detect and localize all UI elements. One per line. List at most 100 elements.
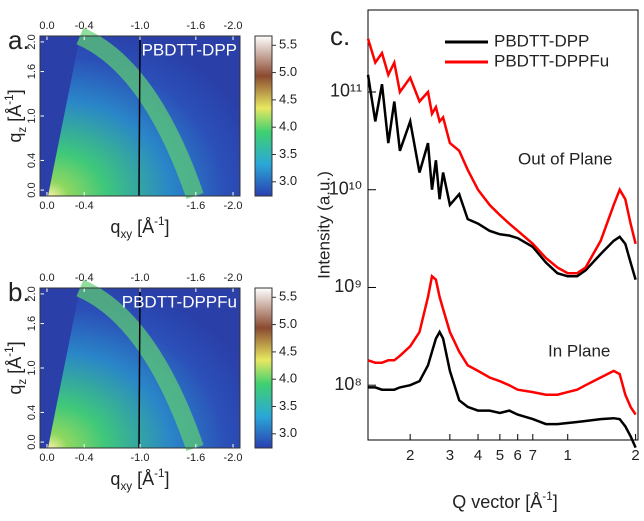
y-tick-label: 10⁹ — [334, 276, 362, 296]
x-tick-label: 0.0 — [39, 452, 54, 464]
y-tick-label: 1.0 — [26, 108, 38, 123]
label-part: ] — [5, 341, 25, 346]
colorbar-tick-label: 5.5 — [279, 289, 297, 304]
label-part: [Å — [132, 217, 154, 237]
colorbar — [254, 287, 273, 449]
x-tick-label-top: 0.0 — [39, 20, 54, 32]
label-part: -1 — [542, 490, 552, 503]
x-tick-label: 1 — [564, 447, 572, 464]
y-tick-label: 0.4 — [26, 405, 38, 420]
label-part: -1 — [3, 94, 16, 104]
x-tick-label: 7 — [529, 447, 537, 464]
data-line — [366, 38, 637, 275]
x-tick-label-top: 0.0 — [39, 272, 54, 284]
detector-gap — [138, 287, 141, 449]
annotation: Out of Plane — [518, 149, 613, 168]
data-line — [367, 273, 637, 416]
x-tick-label: -1.0 — [131, 452, 150, 464]
label-part: z — [16, 379, 29, 385]
label-part: -1 — [154, 467, 164, 480]
legend-label: PBDTT-DPP — [494, 31, 589, 50]
colorbar-tick-label: 4.0 — [279, 119, 297, 134]
y-tick-label: 0.4 — [26, 153, 38, 168]
label-part: ] — [553, 492, 558, 512]
x-tick-label: 4 — [474, 447, 482, 464]
x-tick-label-top: -0.4 — [75, 272, 94, 284]
y-tick-label: 10¹⁰ — [329, 178, 362, 198]
axis-label: qz [Å-1] — [3, 341, 29, 394]
panel-label: a. — [8, 25, 30, 55]
x-tick-label: -1.6 — [186, 452, 205, 464]
label-part: [Å — [5, 357, 25, 379]
x-tick-label-top: -1.6 — [186, 272, 205, 284]
sample-name: PBDTT-DPPFu — [122, 292, 237, 311]
x-tick-label-top: -1.0 — [131, 272, 150, 284]
label-part: -1 — [3, 346, 16, 356]
plot-frame — [367, 9, 639, 441]
x-tick-label: -2.0 — [224, 200, 243, 212]
label-part: [Å — [5, 105, 25, 127]
colorbar-tick-label: 3.5 — [279, 146, 297, 161]
x-tick-label: 3 — [446, 447, 454, 464]
frame — [39, 35, 241, 197]
axis-label: Intensity (a.u.) — [314, 171, 333, 279]
data-line — [366, 74, 637, 281]
label-part: q — [110, 469, 120, 489]
x-tick-label-top: -1.6 — [186, 20, 205, 32]
label-part: xy — [120, 228, 132, 241]
axis-label: Q vector [Å-1] — [452, 490, 557, 512]
colorbar-tick-label: 4.5 — [279, 91, 297, 106]
axis-label: qxy [Å-1] — [110, 467, 169, 493]
x-tick-label: 5 — [496, 447, 504, 464]
label-part: q — [5, 133, 25, 143]
label-part: Q vector [Å — [452, 492, 542, 512]
y-tick-label: 1.6 — [26, 316, 38, 331]
panel-label: c. — [330, 21, 350, 51]
y-tick-label: 0.0 — [26, 182, 38, 197]
x-tick-label: 6 — [514, 447, 522, 464]
colorbar-tick-label: 3.5 — [279, 398, 297, 413]
colorbar-tick-label: 3.0 — [279, 425, 297, 440]
colorbar-tick-label: 3.0 — [279, 173, 297, 188]
heatmap-shadow — [40, 36, 80, 196]
label-part: q — [110, 217, 120, 237]
colorbar-tick-label: 5.0 — [279, 64, 297, 79]
x-tick-label: 2 — [406, 447, 414, 464]
x-tick-label: -0.4 — [75, 200, 94, 212]
label-part: q — [5, 385, 25, 395]
x-tick-label-top: -2.0 — [224, 20, 243, 32]
colorbar-tick-label: 4.5 — [279, 343, 297, 358]
colorbar-tick-label: 5.5 — [279, 37, 297, 52]
x-tick-label-top: -1.0 — [131, 20, 150, 32]
y-tick-label: 2.0 — [26, 34, 38, 49]
frame — [39, 287, 241, 449]
label-part: z — [16, 127, 29, 133]
y-tick-label: 10¹¹ — [330, 81, 362, 101]
heatmap-shadow — [40, 288, 80, 448]
annotation: In Plane — [548, 341, 610, 360]
x-tick-label: -2.0 — [224, 452, 243, 464]
colorbar-tick-label: 4.0 — [279, 371, 297, 386]
y-tick-label: 10⁸ — [334, 374, 362, 394]
colorbar — [254, 35, 273, 197]
y-tick-label: 2.0 — [26, 286, 38, 301]
y-tick-label: 1.6 — [26, 64, 38, 79]
x-tick-label: -1.6 — [186, 200, 205, 212]
x-tick-label: -0.4 — [75, 452, 94, 464]
legend-label: PBDTT-DPPFu — [494, 51, 609, 70]
y-tick-label: 1.0 — [26, 360, 38, 375]
label-part: xy — [120, 480, 132, 493]
colorbar-tick-label: 5.0 — [279, 316, 297, 331]
heatmap-arc — [76, 279, 204, 451]
label-part: [Å — [132, 469, 154, 489]
heatmap-arc — [76, 27, 204, 199]
x-tick-label-top: -0.4 — [75, 20, 94, 32]
y-tick-label: 0.0 — [26, 434, 38, 449]
sample-name: PBDTT-DPP — [142, 40, 237, 59]
data-line — [368, 329, 637, 449]
detector-gap — [138, 35, 141, 197]
x-tick-label: 2 — [631, 447, 639, 464]
label-part: ] — [5, 89, 25, 94]
label-part: -1 — [154, 215, 164, 228]
